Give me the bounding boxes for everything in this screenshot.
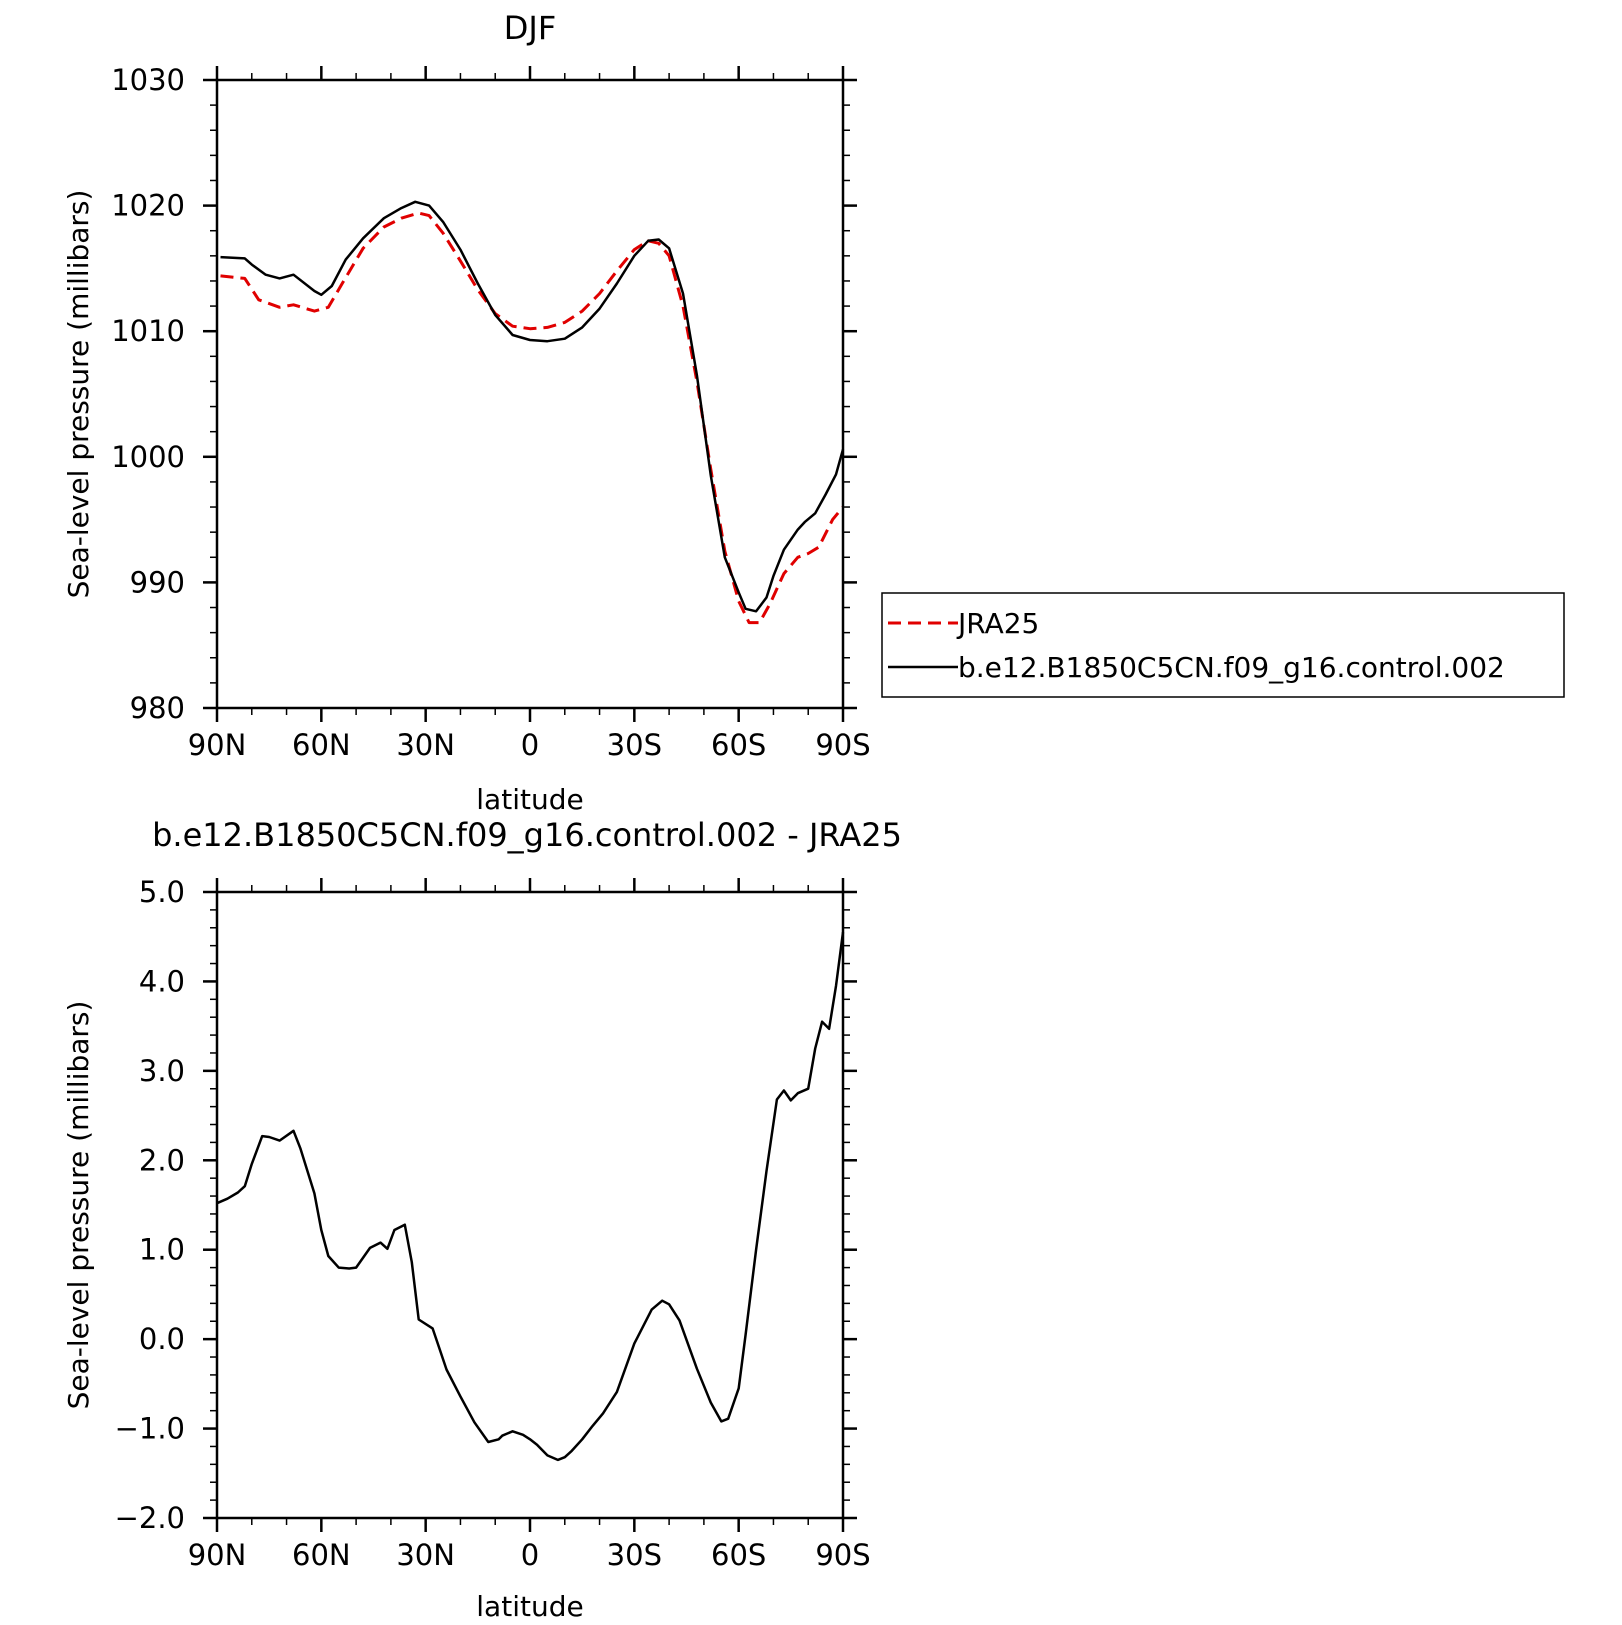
bottom-x-tick-label: 90S	[815, 1538, 870, 1572]
top-x-tick-label: 60N	[292, 728, 351, 762]
bottom-y-tick-label: 4.0	[139, 964, 185, 998]
bottom-y-tick-label: −1.0	[115, 1412, 185, 1446]
legend-label-model: b.e12.B1850C5CN.f09_g16.control.002	[958, 651, 1505, 684]
top-y-tick-label: 980	[130, 691, 185, 725]
top-y-tick-label: 1010	[111, 314, 185, 348]
top-plot-title: DJF	[504, 9, 556, 47]
top-y-tick-label: 1020	[111, 189, 185, 223]
top-y-tick-labels: 980 990 1000 1010 1020 1030	[111, 63, 185, 725]
top-y-tick-label: 1000	[111, 440, 185, 474]
top-x-axis-title: latitude	[476, 783, 583, 816]
bottom-x-tick-label: 30S	[607, 1538, 662, 1572]
top-x-tick-label: 30S	[607, 728, 662, 762]
top-axis-ticks	[203, 66, 857, 722]
legend-label-jra25: JRA25	[956, 607, 1039, 640]
bottom-x-tick-label: 60N	[292, 1538, 351, 1572]
top-x-tick-label: 30N	[396, 728, 455, 762]
legend-box	[881, 592, 1565, 698]
top-x-tick-labels: 90N 60N 30N 0 30S 60S 90S	[188, 728, 871, 762]
top-panel-djf: DJF 90N 60N 30N 0 30S 60S 90S 980 990 1000 1010 10…	[62, 9, 871, 816]
bottom-x-tick-label: 30N	[396, 1538, 455, 1572]
top-series-line-model	[220, 200, 845, 613]
legend: JRA25 b.e12.B1850C5CN.f09_g16.control.00…	[881, 592, 1565, 698]
bottom-series-layer	[216, 932, 845, 1462]
bottom-y-tick-label: 1.0	[139, 1233, 185, 1267]
bottom-x-tick-label: 60S	[711, 1538, 766, 1572]
bottom-plot-frame	[215, 890, 845, 1520]
bottom-y-tick-label: 3.0	[139, 1054, 185, 1088]
bottom-plot-title: b.e12.B1850C5CN.f09_g16.control.002 - JR…	[152, 816, 902, 854]
bottom-y-tick-label: 2.0	[139, 1143, 185, 1177]
top-x-tick-label: 90S	[815, 728, 870, 762]
bottom-x-tick-label: 0	[521, 1538, 539, 1572]
bottom-series-line-model	[216, 932, 845, 1462]
bottom-panel-difference: b.e12.B1850C5CN.f09_g16.control.002 - JR…	[62, 816, 902, 1623]
bottom-axis-ticks	[203, 878, 857, 1532]
bottom-y-tick-label: 5.0	[139, 875, 185, 909]
bottom-y-axis-title: Sea-level pressure (millibars)	[62, 1001, 95, 1410]
top-y-tick-label: 1030	[111, 63, 185, 97]
top-y-tick-label: 990	[130, 565, 185, 599]
top-series-line-jra25	[220, 211, 845, 625]
bottom-y-tick-label: −2.0	[115, 1501, 185, 1535]
top-series-layer	[220, 200, 845, 625]
top-y-axis-title: Sea-level pressure (millibars)	[62, 190, 95, 599]
bottom-x-tick-labels: 90N 60N 30N 0 30S 60S 90S	[188, 1538, 871, 1572]
bottom-x-axis-title: latitude	[476, 1590, 583, 1623]
top-x-tick-label: 60S	[711, 728, 766, 762]
bottom-x-tick-label: 90N	[188, 1538, 247, 1572]
top-x-tick-label: 0	[521, 728, 539, 762]
bottom-y-tick-labels: −2.0 −1.0 0.0 1.0 2.0 3.0 4.0 5.0	[115, 875, 185, 1535]
bottom-y-tick-label: 0.0	[139, 1322, 185, 1356]
top-plot-frame	[215, 78, 845, 710]
top-x-tick-label: 90N	[188, 728, 247, 762]
